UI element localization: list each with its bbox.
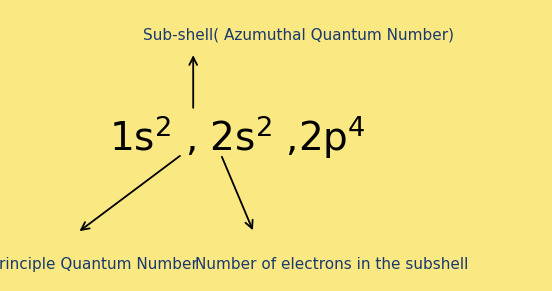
Text: 1s$^{2}$ , 2s$^{2}$ ,2p$^{4}$: 1s$^{2}$ , 2s$^{2}$ ,2p$^{4}$ — [109, 113, 366, 161]
Text: Sub-shell( Azumuthal Quantum Number): Sub-shell( Azumuthal Quantum Number) — [142, 27, 454, 42]
Text: Number of electrons in the subshell: Number of electrons in the subshell — [194, 257, 468, 272]
Text: Principle Quantum Number: Principle Quantum Number — [0, 257, 198, 272]
